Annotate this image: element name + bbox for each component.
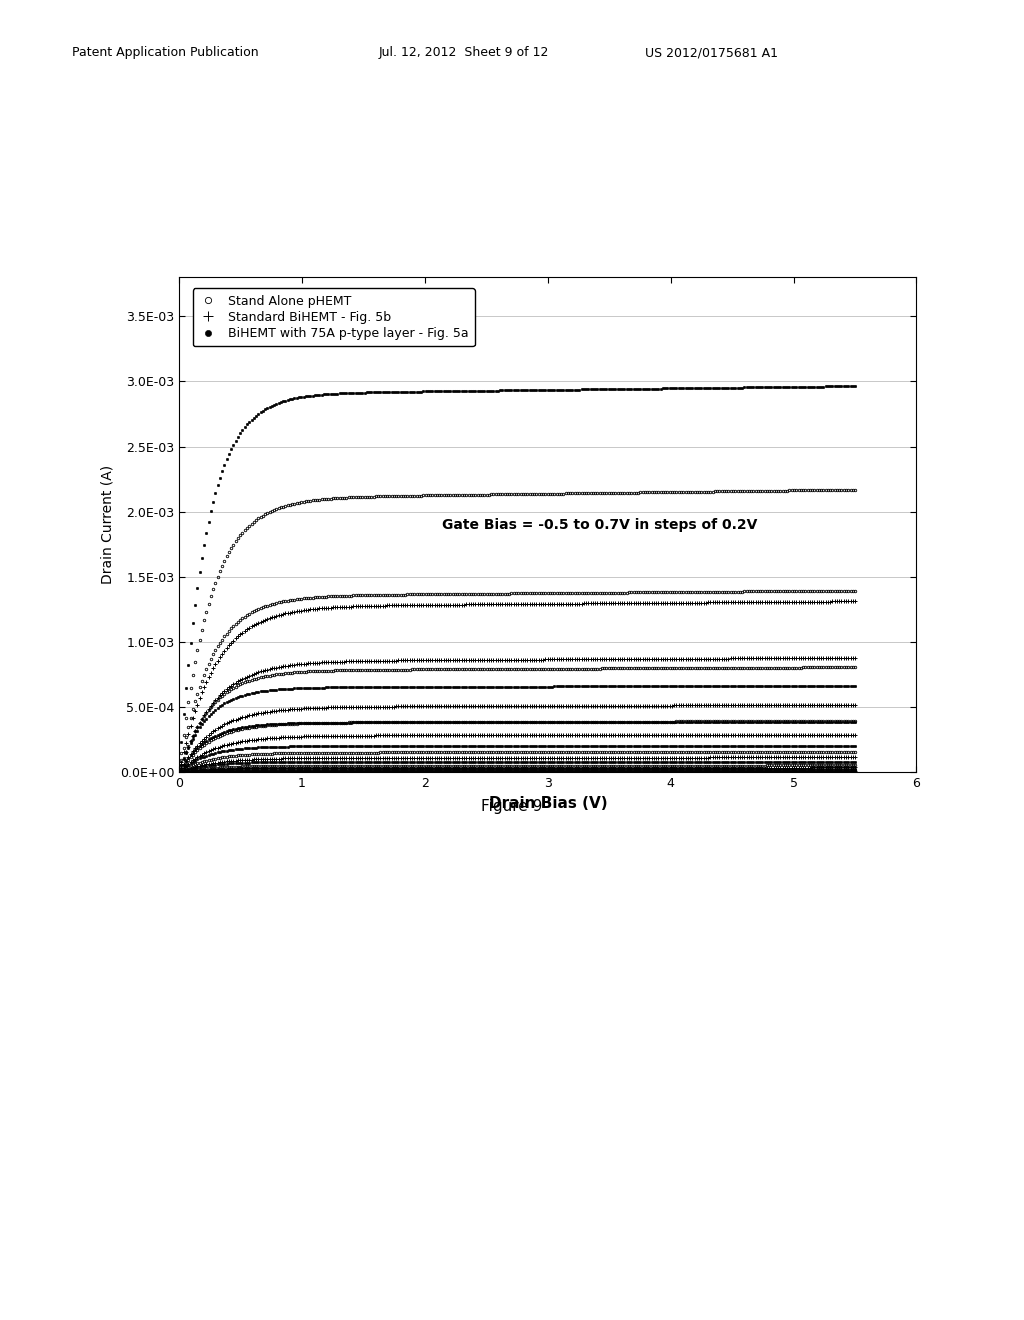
Stand Alone pHEMT [587, 763, 599, 779]
Legend: Stand Alone pHEMT, Standard BiHEMT - Fig. 5b, BiHEMT with 75A p-type layer - Fig: Stand Alone pHEMT, Standard BiHEMT - Fig… [193, 288, 475, 346]
BiHEMT with 75A p-type layer - Fig. 5a [575, 763, 588, 779]
BiHEMT with 75A p-type layer - Fig. 5a [175, 764, 187, 780]
Stand Alone pHEMT [742, 763, 755, 779]
X-axis label: Drain Bias (V): Drain Bias (V) [488, 796, 607, 810]
Stand Alone pHEMT [785, 763, 798, 779]
Standard BiHEMT - Fig. 5b [173, 764, 185, 780]
Text: Patent Application Publication: Patent Application Publication [72, 46, 258, 59]
BiHEMT with 75A p-type layer - Fig. 5a [742, 763, 755, 779]
Standard BiHEMT - Fig. 5b [742, 763, 755, 779]
Stand Alone pHEMT [573, 763, 586, 779]
Stand Alone pHEMT [175, 764, 187, 780]
BiHEMT with 75A p-type layer - Fig. 5a [785, 763, 798, 779]
BiHEMT with 75A p-type layer - Fig. 5a [849, 763, 861, 779]
Standard BiHEMT - Fig. 5b [785, 763, 798, 779]
BiHEMT with 75A p-type layer - Fig. 5a [573, 763, 586, 779]
Stand Alone pHEMT [173, 764, 185, 780]
Y-axis label: Drain Current (A): Drain Current (A) [100, 465, 115, 585]
BiHEMT with 75A p-type layer - Fig. 5a [587, 763, 599, 779]
Standard BiHEMT - Fig. 5b [575, 763, 588, 779]
Text: Figure 9: Figure 9 [481, 799, 543, 813]
Text: Gate Bias = -0.5 to 0.7V in steps of 0.2V: Gate Bias = -0.5 to 0.7V in steps of 0.2… [441, 517, 757, 532]
Text: US 2012/0175681 A1: US 2012/0175681 A1 [645, 46, 778, 59]
Standard BiHEMT - Fig. 5b [587, 763, 599, 779]
Line: BiHEMT with 75A p-type layer - Fig. 5a: BiHEMT with 75A p-type layer - Fig. 5a [178, 770, 856, 774]
Standard BiHEMT - Fig. 5b [175, 764, 187, 780]
Line: Standard BiHEMT - Fig. 5b: Standard BiHEMT - Fig. 5b [177, 770, 857, 774]
BiHEMT with 75A p-type layer - Fig. 5a [173, 764, 185, 780]
Line: Stand Alone pHEMT: Stand Alone pHEMT [178, 770, 856, 774]
Standard BiHEMT - Fig. 5b [573, 763, 586, 779]
Stand Alone pHEMT [575, 763, 588, 779]
Stand Alone pHEMT [849, 763, 861, 779]
Standard BiHEMT - Fig. 5b [849, 763, 861, 779]
Text: Jul. 12, 2012  Sheet 9 of 12: Jul. 12, 2012 Sheet 9 of 12 [379, 46, 549, 59]
